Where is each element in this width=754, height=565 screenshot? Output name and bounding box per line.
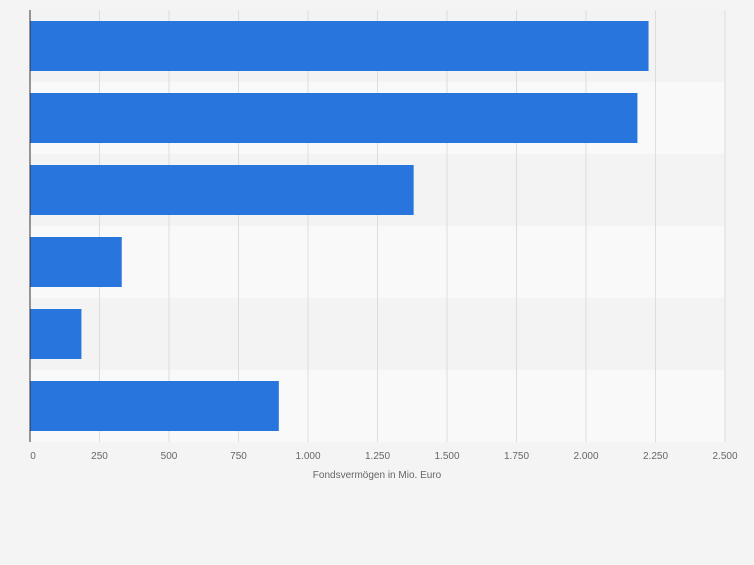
bar[interactable] <box>30 381 279 431</box>
x-tick-label: 1.000 <box>295 451 320 462</box>
x-tick-label: 1.250 <box>365 451 390 462</box>
x-tick-label: 750 <box>230 451 247 462</box>
x-tick-label: 1.500 <box>434 451 459 462</box>
x-tick-labels: 0 250 500 750 1.000 1.250 1.500 1.750 2.000 2.250… <box>30 451 738 462</box>
x-tick-label: 2.500 <box>712 451 737 462</box>
bars <box>30 21 649 431</box>
bar[interactable] <box>30 237 122 287</box>
bar[interactable] <box>30 165 414 215</box>
gridlines <box>99 10 726 442</box>
x-tick-label: 500 <box>161 451 178 462</box>
bar[interactable] <box>30 309 82 359</box>
bar[interactable] <box>30 21 649 71</box>
x-axis-title: Fondsvermögen in Mio. Euro <box>313 470 442 481</box>
x-tick-label: 250 <box>91 451 108 462</box>
x-tick-label: 2.000 <box>573 451 598 462</box>
x-tick-label: 0 <box>30 451 36 462</box>
x-tick-label: 1.750 <box>504 451 529 462</box>
x-tick-label: 2.250 <box>643 451 668 462</box>
bar[interactable] <box>30 93 638 143</box>
